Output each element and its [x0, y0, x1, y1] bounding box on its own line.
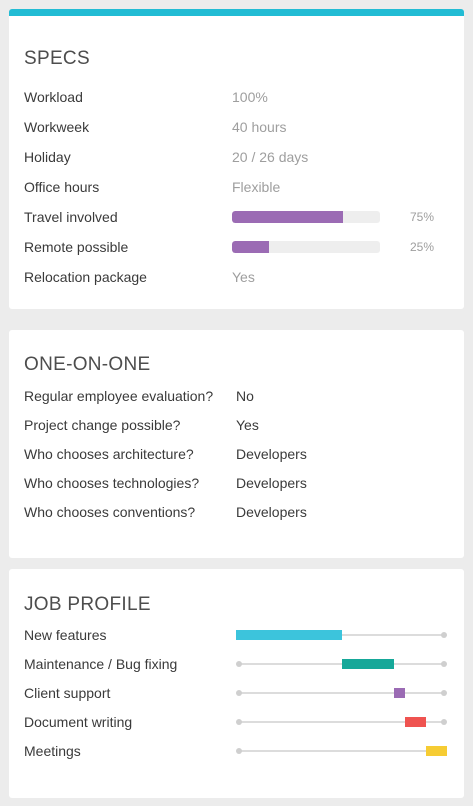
specs-title: SPECS: [24, 48, 90, 69]
spec-label: Holiday: [24, 149, 71, 165]
answer-value: Developers: [236, 446, 307, 462]
spec-row-remote: Remote possible 25%: [9, 237, 464, 257]
question-label: Regular employee evaluation?: [24, 388, 214, 404]
answer-value: Developers: [236, 475, 307, 491]
meetings-segment: [425, 746, 447, 756]
client-support-segment: [394, 688, 405, 698]
timeline-end-dot: [441, 690, 447, 696]
travel-percent: 75%: [410, 210, 435, 224]
question-label: Who chooses technologies?: [24, 475, 200, 491]
document-writing-segment: [404, 717, 426, 727]
job-row-new-features: New features: [9, 625, 464, 645]
spec-value: 100%: [232, 89, 268, 105]
one-row-conventions: Who chooses conventions? Developers: [9, 502, 464, 522]
answer-value: Yes: [236, 417, 259, 433]
spec-value: Yes: [232, 269, 255, 285]
one-row-technologies: Who chooses technologies? Developers: [9, 473, 464, 493]
one-row-project-change: Project change possible? Yes: [9, 415, 464, 435]
timeline-track: [239, 634, 444, 636]
answer-value: No: [236, 388, 254, 404]
spec-label: Remote possible: [24, 239, 129, 255]
timeline-track: [239, 692, 444, 694]
timeline-track: [239, 750, 444, 752]
travel-progress-bar: [232, 211, 380, 223]
specs-card: SPECS Workload 100% Workweek 40 hours Ho…: [9, 9, 464, 309]
question-label: Project change possible?: [24, 417, 181, 433]
spec-row-office-hours: Office hours Flexible: [9, 177, 464, 197]
activity-label: Client support: [24, 685, 111, 701]
spec-row-holiday: Holiday 20 / 26 days: [9, 147, 464, 167]
timeline-end-dot: [441, 661, 447, 667]
timeline-start-dot: [236, 748, 242, 754]
timeline-end-dot: [441, 632, 447, 638]
job-profile-card: JOB PROFILE New features Maintenance / B…: [9, 569, 464, 798]
timeline-end-dot: [441, 719, 447, 725]
activity-label: New features: [24, 627, 107, 643]
spec-label: Workload: [24, 89, 83, 105]
question-label: Who chooses conventions?: [24, 504, 196, 520]
new-features-segment: [236, 630, 342, 640]
remote-progress-fill: [232, 241, 269, 253]
job-row-client-support: Client support: [9, 683, 464, 703]
spec-row-workweek: Workweek 40 hours: [9, 117, 464, 137]
remote-percent: 25%: [410, 240, 435, 254]
timeline-start-dot: [236, 719, 242, 725]
spec-value: Flexible: [232, 179, 281, 195]
one-row-evaluation: Regular employee evaluation? No: [9, 386, 464, 406]
spec-label: Travel involved: [24, 209, 118, 225]
activity-label: Maintenance / Bug fixing: [24, 656, 178, 672]
spec-value: 20 / 26 days: [232, 149, 309, 165]
question-label: Who chooses architecture?: [24, 446, 194, 462]
activity-label: Document writing: [24, 714, 133, 730]
spec-value: 40 hours: [232, 119, 287, 135]
travel-progress-fill: [232, 211, 343, 223]
one-on-one-card: ONE-ON-ONE Regular employee evaluation? …: [9, 330, 464, 558]
spec-row-relocation: Relocation package Yes: [9, 267, 464, 287]
timeline-start-dot: [236, 661, 242, 667]
spec-label: Relocation package: [24, 269, 147, 285]
one-on-one-title: ONE-ON-ONE: [24, 354, 151, 375]
remote-progress-bar: [232, 241, 380, 253]
timeline-start-dot: [236, 690, 242, 696]
job-row-meetings: Meetings: [9, 741, 464, 761]
spec-label: Workweek: [24, 119, 90, 135]
job-profile-title: JOB PROFILE: [24, 594, 151, 615]
one-row-architecture: Who chooses architecture? Developers: [9, 444, 464, 464]
timeline-track: [239, 721, 444, 723]
spec-row-travel: Travel involved 75%: [9, 207, 464, 227]
job-row-maintenance: Maintenance / Bug fixing: [9, 654, 464, 674]
job-row-document-writing: Document writing: [9, 712, 464, 732]
activity-label: Meetings: [24, 743, 81, 759]
spec-label: Office hours: [24, 179, 100, 195]
maintenance-segment: [341, 659, 395, 669]
answer-value: Developers: [236, 504, 307, 520]
spec-row-workload: Workload 100%: [9, 87, 464, 107]
